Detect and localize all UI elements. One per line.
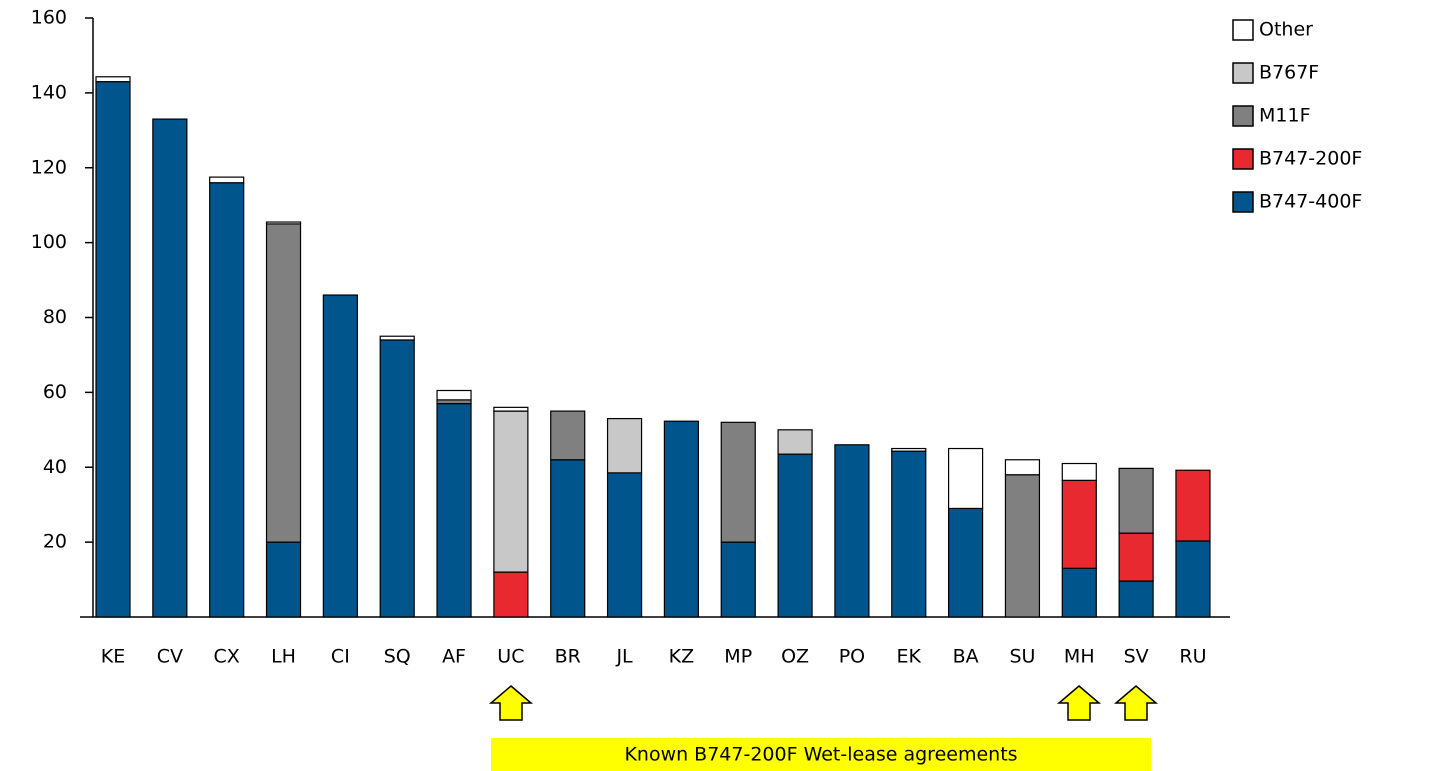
annotation-arrows xyxy=(488,685,1159,721)
bar-segment xyxy=(1175,469,1211,542)
x-tick-label: PO xyxy=(839,646,865,668)
y-tick-label: 100 xyxy=(31,231,67,253)
legend-label: B747-400F xyxy=(1259,191,1362,213)
bar-segment xyxy=(550,459,586,618)
x-tick-label: OZ xyxy=(781,646,809,668)
legend-swatch xyxy=(1232,191,1254,213)
bar-segment xyxy=(1118,467,1154,534)
bar-segment xyxy=(493,410,529,573)
y-tick-label: 120 xyxy=(31,156,67,178)
bar-segment xyxy=(209,176,245,184)
x-tick-label: CV xyxy=(157,646,183,668)
bar-segment xyxy=(152,118,188,618)
x-tick-label: LH xyxy=(271,646,296,668)
x-tick-label: KZ xyxy=(669,646,694,668)
bar-segment xyxy=(777,453,813,618)
legend-label: Other xyxy=(1259,19,1313,41)
bar-segment xyxy=(1004,459,1041,476)
annotation-box xyxy=(491,738,1151,771)
legend-swatch xyxy=(1232,19,1254,41)
x-tick-label: KE xyxy=(101,646,125,668)
x-tick-label: CX xyxy=(214,646,240,668)
x-tick-label: MH xyxy=(1064,646,1095,668)
bar-segment xyxy=(209,182,245,618)
bar-segment xyxy=(834,444,870,618)
bar-segment xyxy=(550,410,586,461)
y-tick-label: 80 xyxy=(43,306,67,328)
x-tick-label: AF xyxy=(442,646,466,668)
arrow xyxy=(488,685,534,721)
bar-segment xyxy=(1061,462,1097,481)
bar-segment xyxy=(947,447,984,510)
bar-segment xyxy=(720,421,756,543)
legend-label: M11F xyxy=(1259,105,1311,127)
bar-segment xyxy=(1061,479,1097,569)
bar-segment xyxy=(436,389,472,401)
y-tick-label: 20 xyxy=(43,531,67,553)
bar-segment xyxy=(265,223,302,543)
bar-segment xyxy=(1004,474,1041,618)
x-tick-label: BA xyxy=(953,646,979,668)
bar-segment xyxy=(720,541,756,618)
y-tick-label: 140 xyxy=(31,81,67,103)
bar-segment xyxy=(95,81,131,618)
y-tick-label: 160 xyxy=(31,7,67,29)
x-tick-label: EK xyxy=(897,646,922,668)
x-tick-label: CI xyxy=(331,646,350,668)
bar-segment xyxy=(379,335,415,341)
bar-segment xyxy=(891,447,927,452)
bar-segment xyxy=(436,403,472,618)
bar-segment xyxy=(663,420,700,618)
legend-label: B767F xyxy=(1259,62,1319,84)
bar-segment xyxy=(265,541,302,618)
bar-segment xyxy=(947,507,984,618)
arrow xyxy=(1056,685,1102,721)
bar-segment xyxy=(1118,532,1154,582)
y-tick-label: 40 xyxy=(43,456,67,478)
y-tick-label: 60 xyxy=(43,381,67,403)
legend-swatch xyxy=(1232,105,1254,127)
legend-swatch xyxy=(1232,148,1254,170)
bar-segment xyxy=(322,294,358,618)
x-tick-label: UC xyxy=(497,646,524,668)
bar-segment xyxy=(95,76,131,83)
x-tick-label: SU xyxy=(1009,646,1035,668)
x-tick-label: SQ xyxy=(384,646,411,668)
x-tick-label: RU xyxy=(1179,646,1206,668)
arrow xyxy=(1113,685,1159,721)
bar-segment xyxy=(1175,540,1211,618)
annotation: Known B747-200F Wet-lease agreements xyxy=(624,744,1017,766)
bar-segment xyxy=(891,450,927,618)
x-tick-label: BR xyxy=(555,646,581,668)
bar-segment xyxy=(379,339,415,618)
bar-segment xyxy=(265,221,302,225)
bar-segment xyxy=(1118,580,1154,618)
bar-segment xyxy=(777,429,813,455)
x-tick-label: SV xyxy=(1124,646,1149,668)
x-tick-label: JL xyxy=(615,646,633,668)
x-tick-label: MP xyxy=(724,646,752,668)
bar-segment xyxy=(493,571,529,618)
bar-segment xyxy=(493,406,529,412)
bar-segment xyxy=(1061,567,1097,618)
bar-segment xyxy=(606,417,643,474)
legend-swatch xyxy=(1232,62,1254,84)
bar-segment xyxy=(606,472,643,618)
legend-label: B747-200F xyxy=(1259,148,1362,170)
